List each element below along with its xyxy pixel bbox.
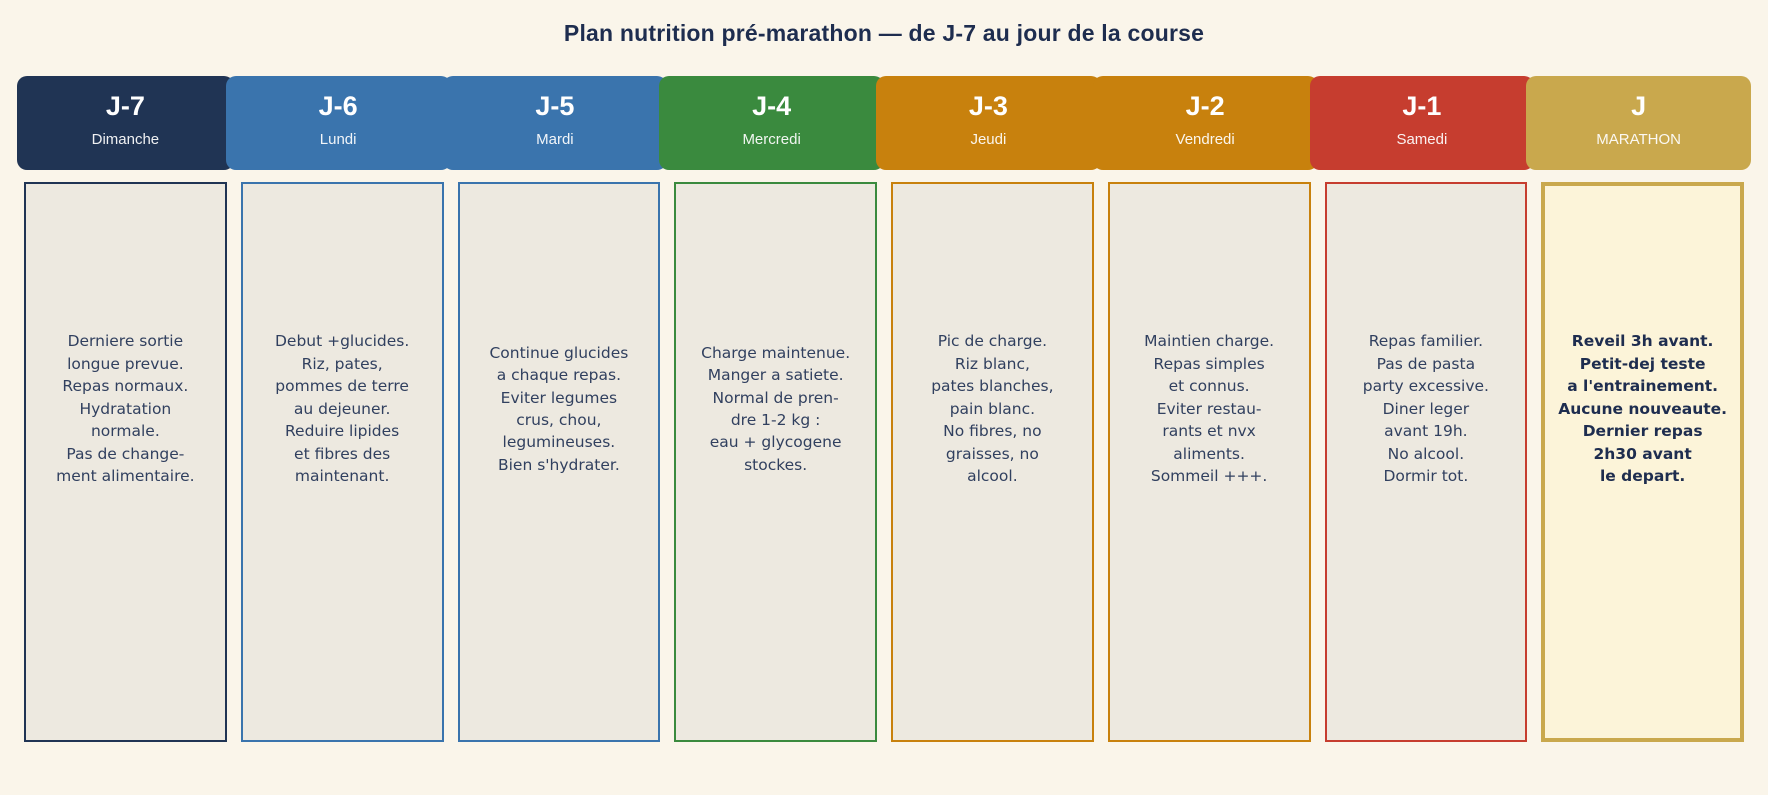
day-label: J-1 xyxy=(1402,91,1442,121)
day-label: J xyxy=(1631,91,1647,121)
weekday-label: Dimanche xyxy=(91,131,160,148)
day-card-text: Pic de charge. Riz blanc, pates blanches… xyxy=(931,332,1054,486)
day-column: J-2 Vendredi Maintien charge. Repas simp… xyxy=(1092,76,1318,742)
day-column: J-5 Mardi Continue glucides a chaque rep… xyxy=(442,76,668,742)
day-card-text: Maintien charge. Repas simples et connus… xyxy=(1144,332,1275,486)
day-label: J-3 xyxy=(968,91,1008,121)
day-column: J-1 Samedi Repas familier. Pas de pasta … xyxy=(1309,76,1535,742)
weekday-label: Vendredi xyxy=(1175,131,1235,148)
day-header: J-7 Dimanche xyxy=(17,76,234,170)
day-header: J-4 Mercredi xyxy=(659,76,884,170)
day-header: J-5 Mardi xyxy=(442,76,668,170)
day-label: J-2 xyxy=(1185,91,1225,121)
day-card: Pic de charge. Riz blanc, pates blanches… xyxy=(891,182,1094,742)
day-column: J-4 Mercredi Charge maintenue. Manger a … xyxy=(659,76,884,742)
day-card-text: Debut +glucides. Riz, pates, pommes de t… xyxy=(274,332,410,486)
weekday-label: Samedi xyxy=(1396,131,1448,148)
day-header: J-3 Jeudi xyxy=(876,76,1101,170)
day-column: J-7 Dimanche Derniere sortie longue prev… xyxy=(17,76,234,742)
day-label: J-5 xyxy=(535,91,575,121)
day-card: Repas familier. Pas de pasta party exces… xyxy=(1324,182,1528,742)
day-label: J-7 xyxy=(105,91,145,121)
weekday-label: Mercredi xyxy=(742,131,801,148)
weekday-label: Mardi xyxy=(536,131,574,148)
day-label: J-4 xyxy=(752,91,792,121)
day-card: Maintien charge. Repas simples et connus… xyxy=(1107,182,1311,742)
day-card-text: Repas familier. Pas de pasta party exces… xyxy=(1362,332,1489,486)
day-column: J MARATHON Reveil 3h avant. Petit-dej te… xyxy=(1526,76,1751,742)
nutrition-plan: Plan nutrition pré-marathon — de J-7 au … xyxy=(17,20,1751,742)
day-card-text: Reveil 3h avant. Petit-dej teste a l'ent… xyxy=(1558,332,1728,486)
day-column: J-6 Lundi Debut +glucides. Riz, pates, p… xyxy=(225,76,451,742)
day-card: Reveil 3h avant. Petit-dej teste a l'ent… xyxy=(1541,182,1744,742)
day-header: J MARATHON xyxy=(1526,76,1751,170)
day-card-text: Derniere sortie longue prevue. Repas nor… xyxy=(56,332,195,486)
day-header: J-6 Lundi xyxy=(225,76,451,170)
day-card: Charge maintenue. Manger a satiete. Norm… xyxy=(674,182,877,742)
weekday-label: Jeudi xyxy=(970,131,1007,148)
weekday-label: Lundi xyxy=(319,131,357,148)
day-card-text: Charge maintenue. Manger a satiete. Norm… xyxy=(701,343,851,474)
day-card: Continue glucides a chaque repas. Eviter… xyxy=(457,182,661,742)
day-label: J-6 xyxy=(318,91,358,121)
day-header: J-1 Samedi xyxy=(1309,76,1535,170)
day-header: J-2 Vendredi xyxy=(1092,76,1318,170)
plan-grid: J-7 Dimanche Derniere sortie longue prev… xyxy=(17,76,1751,742)
weekday-label: MARATHON xyxy=(1596,131,1681,148)
day-card-text: Continue glucides a chaque repas. Eviter… xyxy=(489,343,629,474)
day-card: Debut +glucides. Riz, pates, pommes de t… xyxy=(240,182,444,742)
day-card: Derniere sortie longue prevue. Repas nor… xyxy=(24,182,227,742)
day-column: J-3 Jeudi Pic de charge. Riz blanc, pate… xyxy=(876,76,1101,742)
page-title: Plan nutrition pré-marathon — de J-7 au … xyxy=(563,20,1205,46)
